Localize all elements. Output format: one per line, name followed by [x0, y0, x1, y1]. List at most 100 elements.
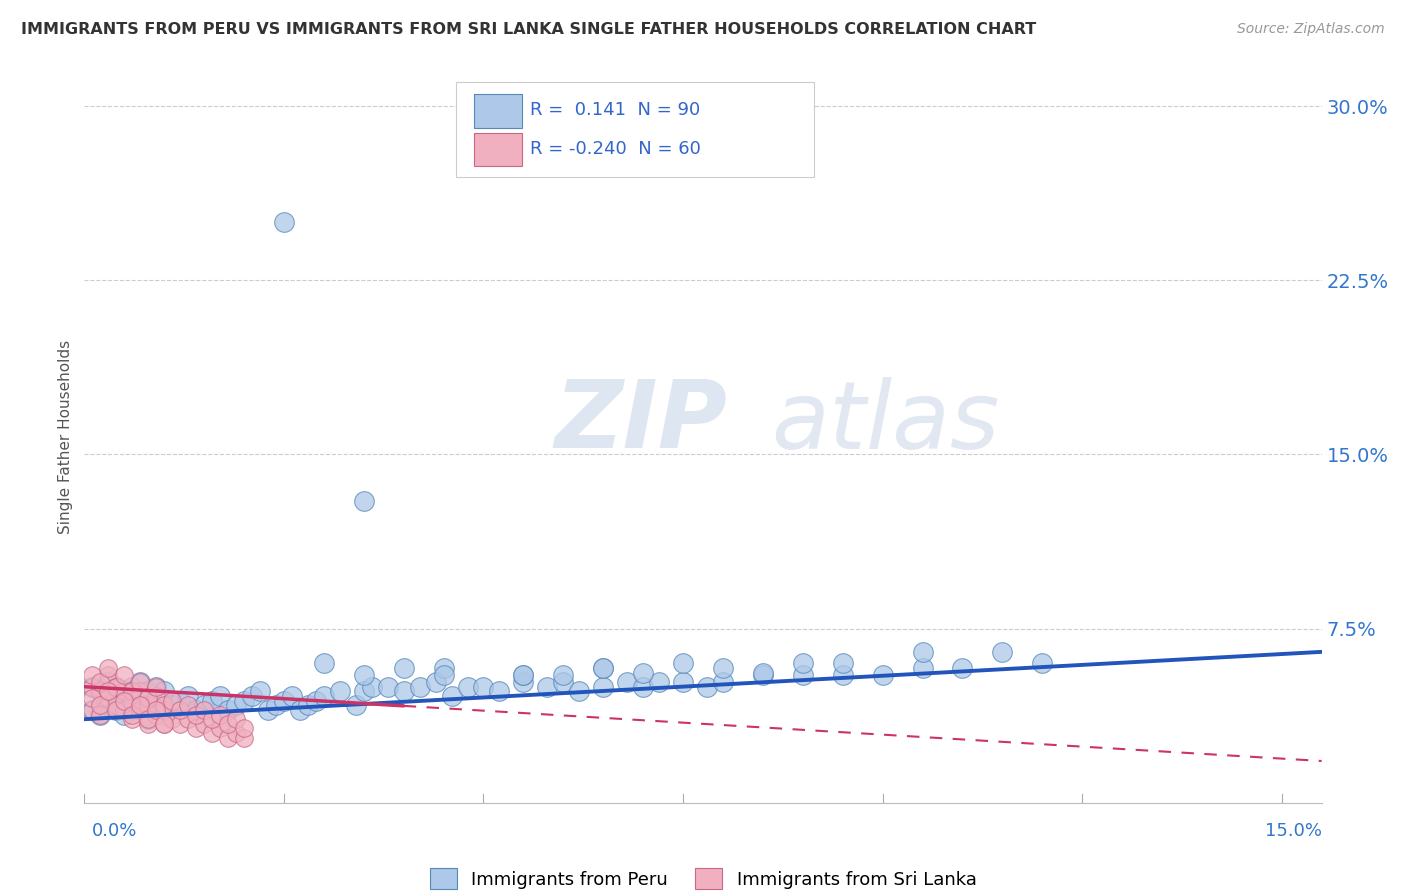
Point: [831, 668, 853, 682]
Point: [97, 698, 120, 713]
Point: [432, 661, 454, 675]
Point: [121, 684, 143, 698]
Point: [392, 684, 415, 698]
Text: 15.0%: 15.0%: [1264, 822, 1322, 840]
Text: 0.0%: 0.0%: [91, 822, 136, 840]
Point: [112, 707, 135, 722]
Text: ZIP: ZIP: [554, 376, 727, 468]
Point: [136, 716, 159, 731]
Point: [89, 675, 111, 690]
Point: [105, 680, 128, 694]
Point: [97, 684, 120, 698]
Point: [169, 716, 191, 731]
Point: [112, 668, 135, 682]
Point: [89, 684, 111, 698]
Point: [153, 684, 176, 698]
Point: [153, 716, 176, 731]
Point: [472, 680, 495, 694]
Point: [512, 675, 534, 690]
Point: [432, 668, 454, 682]
Point: [288, 703, 311, 717]
Point: [121, 693, 143, 707]
Point: [792, 668, 814, 682]
Point: [121, 712, 143, 726]
Point: [631, 665, 654, 680]
Point: [97, 661, 120, 675]
Point: [305, 693, 328, 707]
Point: [672, 657, 695, 671]
Point: [201, 726, 224, 740]
Point: [89, 707, 111, 722]
Text: IMMIGRANTS FROM PERU VS IMMIGRANTS FROM SRI LANKA SINGLE FATHER HOUSEHOLDS CORRE: IMMIGRANTS FROM PERU VS IMMIGRANTS FROM …: [21, 22, 1036, 37]
Point: [257, 703, 280, 717]
Point: [136, 691, 159, 706]
Point: [201, 693, 224, 707]
Point: [121, 680, 143, 694]
Point: [631, 680, 654, 694]
FancyBboxPatch shape: [456, 82, 814, 178]
Point: [129, 698, 152, 713]
Point: [353, 494, 375, 508]
Point: [752, 665, 775, 680]
Point: [112, 703, 135, 717]
Point: [160, 712, 183, 726]
Point: [129, 675, 152, 690]
Point: [696, 680, 718, 694]
Point: [153, 698, 176, 713]
Point: [129, 698, 152, 713]
Point: [225, 712, 247, 726]
Point: [488, 684, 510, 698]
Point: [312, 689, 335, 703]
Point: [112, 684, 135, 698]
Point: [209, 707, 232, 722]
Point: [264, 698, 287, 713]
Point: [711, 661, 734, 675]
Point: [153, 716, 176, 731]
Point: [911, 661, 934, 675]
Point: [97, 691, 120, 706]
Point: [136, 684, 159, 698]
Point: [240, 689, 263, 703]
Point: [82, 680, 104, 694]
Y-axis label: Single Father Households: Single Father Households: [58, 340, 73, 534]
Point: [512, 668, 534, 682]
FancyBboxPatch shape: [474, 94, 523, 128]
Point: [89, 707, 111, 722]
Point: [217, 716, 239, 731]
Point: [193, 703, 215, 717]
Point: [105, 703, 128, 717]
Point: [553, 675, 575, 690]
Point: [82, 703, 104, 717]
Point: [1031, 657, 1053, 671]
Point: [177, 712, 200, 726]
Point: [392, 661, 415, 675]
Point: [184, 722, 207, 736]
Point: [145, 703, 167, 717]
Point: [160, 693, 183, 707]
Point: [82, 680, 104, 694]
Text: atlas: atlas: [770, 377, 1000, 468]
Point: [145, 703, 167, 717]
Point: [82, 691, 104, 706]
Point: [440, 689, 463, 703]
Point: [145, 680, 167, 694]
Point: [752, 668, 775, 682]
Point: [105, 698, 128, 713]
Point: [129, 675, 152, 690]
Point: [136, 698, 159, 713]
Point: [233, 693, 256, 707]
Point: [89, 698, 111, 713]
Point: [121, 703, 143, 717]
Point: [512, 668, 534, 682]
Point: [121, 707, 143, 722]
Point: [145, 689, 167, 703]
Point: [105, 703, 128, 717]
Point: [297, 698, 319, 713]
Point: [105, 680, 128, 694]
Point: [201, 712, 224, 726]
Text: R =  0.141  N = 90: R = 0.141 N = 90: [530, 101, 700, 120]
Point: [225, 726, 247, 740]
Point: [89, 684, 111, 698]
Point: [129, 684, 152, 698]
Point: [273, 693, 295, 707]
